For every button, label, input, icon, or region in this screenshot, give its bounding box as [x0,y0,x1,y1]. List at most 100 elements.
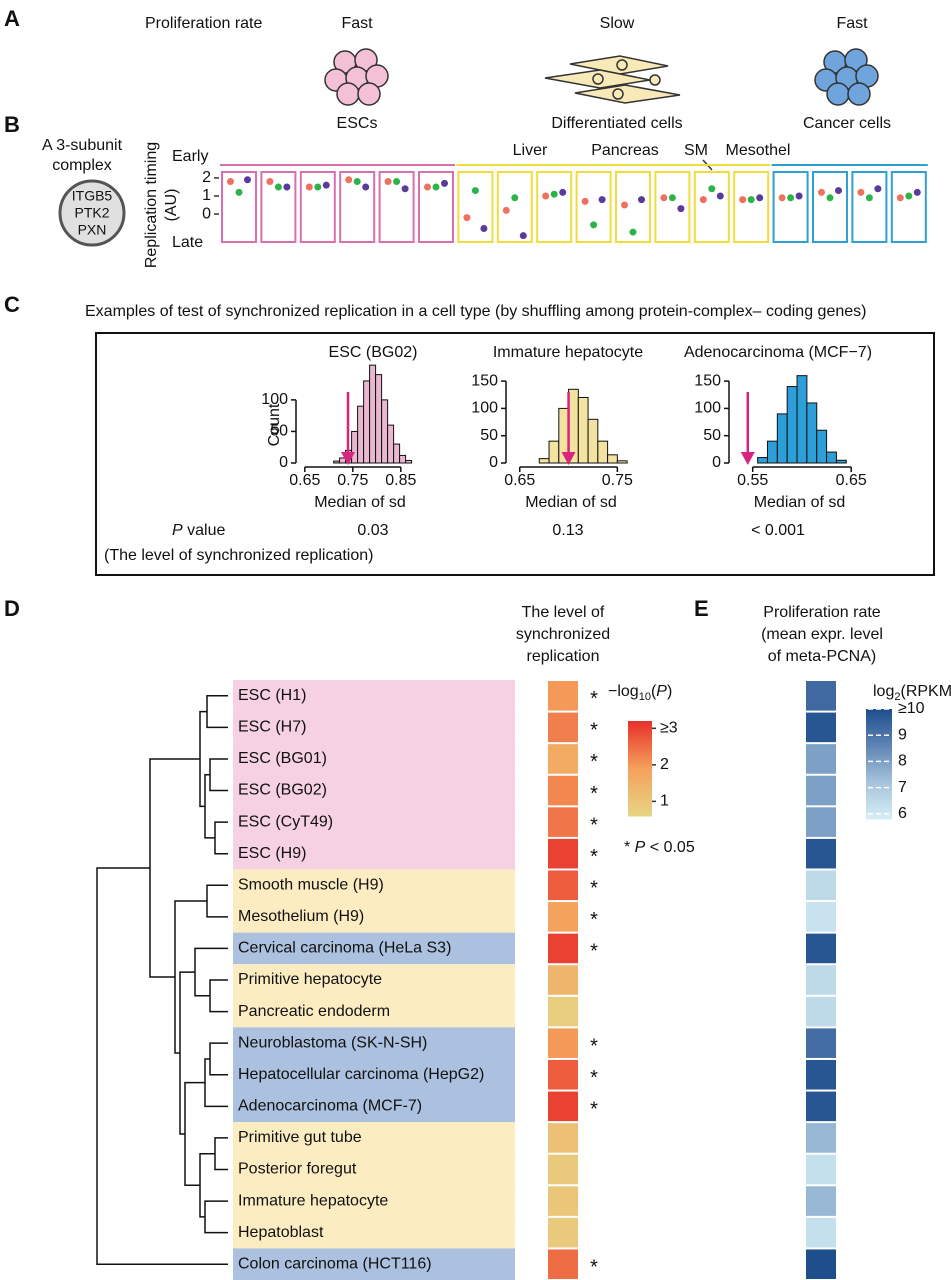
cell-box [575,171,612,243]
timing-dot [393,178,401,186]
heat-cell [548,902,578,932]
timing-dot [274,183,282,191]
timing-dot [227,178,234,186]
dendrogram-branch [209,758,228,792]
histogram-bar [375,374,383,464]
timing-dot [283,183,291,191]
complex-title: A 3-subunit [42,137,123,154]
asterisk: * [590,1257,598,1279]
colorbar-slice [628,794,652,798]
heat-cell [548,996,578,1027]
timing-dot [629,228,637,236]
heat-cell [548,1154,578,1185]
cell-box [536,171,573,243]
y-tick-label: 0 [202,205,211,222]
heat-cell [806,838,836,869]
row-band [233,1216,515,1249]
x-tick-label: 0.65 [504,472,535,489]
asterisk: * [590,751,598,773]
legend-title-part: P [635,839,646,856]
timing-dot [795,192,803,200]
y-tick-label: 50 [703,427,721,444]
row-band [233,837,515,870]
subunit-name: ITGB5 [72,188,113,204]
colorbar-slice [628,759,652,762]
heat-cell [806,1249,836,1280]
colorbar-slice [628,740,652,743]
group-label: Pancreas [591,142,659,159]
colorbar-slice [628,808,652,812]
y-axis-label: Replication timing [143,142,160,268]
subunit-name: PTK2 [74,205,109,221]
complex-title: complex [52,157,112,174]
p-value: 0.13 [552,522,583,539]
colorbar-slice [628,768,652,772]
timing-dot [638,196,645,204]
cell-box [496,171,533,243]
rate-label: Fast [341,15,373,32]
row-band [233,1058,515,1091]
histogram-bar [369,364,377,464]
heat-cell [806,1123,836,1153]
heat-cell [548,838,578,869]
colorbar-slice [866,813,892,817]
colorbar-slice [866,802,892,806]
timing-dot [480,224,488,232]
y-tick-label: 0 [712,454,721,471]
cell-box [339,171,376,243]
histogram-bar [381,399,389,464]
timing-dot [660,194,668,202]
row-band [233,1122,515,1154]
histogram-bar [826,451,837,464]
colorbar-slice [628,747,652,750]
timing-dot [235,188,243,196]
asterisk: * [590,814,598,836]
legend-title-part: < 0.05 [645,839,694,856]
heat-cell [548,681,578,711]
colorbar-slice [866,816,892,820]
heat-cell [548,870,578,901]
timing-dot [244,176,251,184]
timing-dot [471,187,479,195]
histogram-bar [568,388,579,464]
y-tick-label: 50 [270,423,288,440]
timing-dot [511,194,519,202]
legend-title-part: ) [667,683,672,700]
asterisk: * [590,846,598,868]
observed-arrowhead [740,452,755,465]
colorbar-slice [866,791,892,795]
timing-dot [787,194,795,202]
timing-dot [677,205,685,213]
heat-cell [806,1217,836,1248]
colorbar-slice [628,751,652,755]
timing-dot [874,185,882,193]
row-label: ESC (H9) [238,845,306,862]
colorbar-slice [628,811,652,815]
colorbar-slice [866,709,892,713]
p-value: 0.03 [357,522,388,539]
asterisk: * [590,909,598,931]
histogram-bar [766,440,778,464]
heat-cell [548,1249,578,1280]
legend-title: −log10(P) [608,683,672,703]
row-band [233,774,515,807]
colorbar-slice [628,723,652,727]
timing-dot [502,206,510,214]
row-label: Proliferation rate [145,15,262,32]
x-axis-label: Median of sd [314,494,406,511]
colorbar-slice [628,799,652,803]
colorbar-slice [866,783,892,787]
row-label: ESC (BG01) [238,750,327,767]
colorbar-slice [628,778,652,781]
cell-box [457,171,494,243]
row-band [233,964,515,996]
colorbar-slice [866,714,892,718]
colorbar-slice [866,758,892,762]
colorbar-slice [866,794,892,798]
colorbar-slice [628,813,652,817]
timing-dot [818,188,825,196]
timing-dot [668,194,676,202]
row-label: Hepatocellular carcinoma (HepG2) [238,1066,484,1083]
dendrogram-branch [96,867,228,1265]
